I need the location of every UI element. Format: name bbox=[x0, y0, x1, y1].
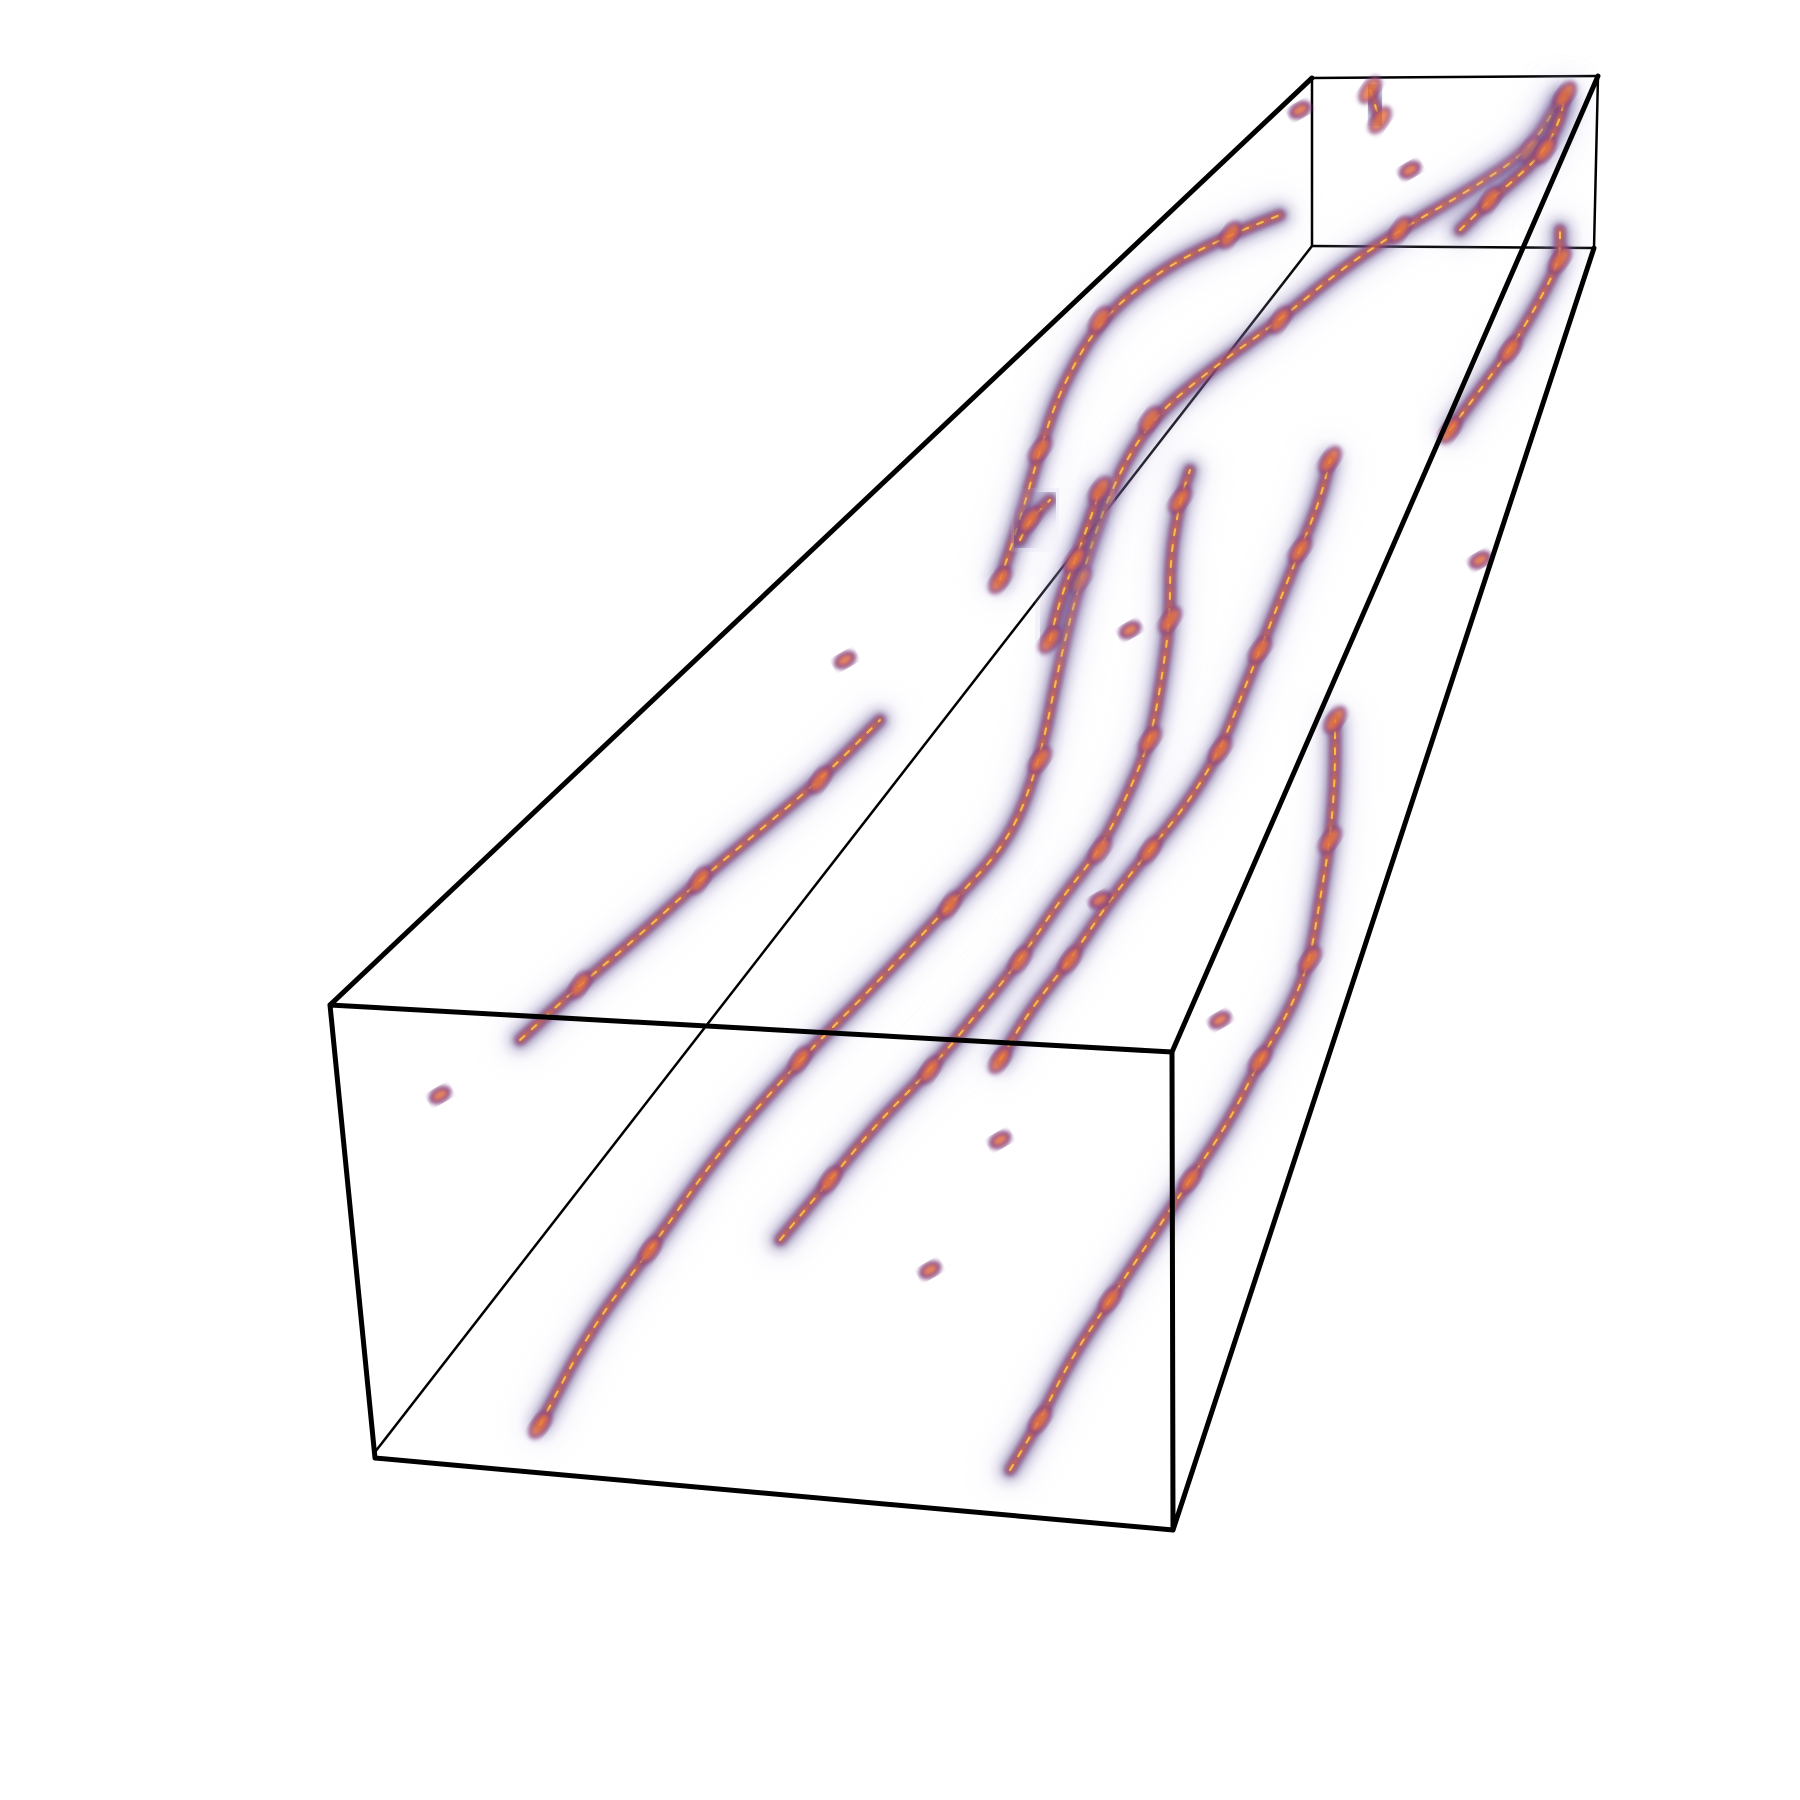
inner-edge-bottom-left bbox=[374, 245, 1313, 1453]
track-center-zigzag-blob bbox=[1168, 486, 1192, 514]
track-center-zigzag-blob bbox=[1088, 836, 1112, 864]
track-right-lower bbox=[993, 703, 1352, 1487]
track-top-right-layer-4 bbox=[1459, 94, 1566, 231]
track-inner-thin-blob bbox=[1088, 476, 1112, 504]
edge-right-top bbox=[1169, 73, 1601, 1055]
track-left-long-blob bbox=[1268, 306, 1292, 334]
track-right-lower-layer-4 bbox=[1009, 719, 1336, 1471]
track-left-long bbox=[523, 83, 1577, 1442]
isolated-hit bbox=[918, 1260, 942, 1280]
track-mid-strong-blob bbox=[1318, 446, 1342, 474]
track-inner-thin-blob bbox=[1038, 626, 1062, 654]
track-center-zigzag bbox=[763, 453, 1207, 1257]
track-small-top-blob bbox=[1368, 106, 1392, 134]
track-mid-strong bbox=[983, 443, 1347, 1077]
track-upper-arc-blob bbox=[988, 566, 1012, 594]
track-small-top bbox=[1353, 73, 1397, 137]
isolated-hit bbox=[833, 650, 857, 670]
track-left-dashed-layer-3 bbox=[517, 717, 883, 1043]
track-mid-strong-blob bbox=[1058, 946, 1082, 974]
track-center-zigzag-blob bbox=[918, 1056, 942, 1084]
track-right-lower-blob bbox=[1318, 826, 1342, 854]
track-right-lower-blob bbox=[1248, 1046, 1272, 1074]
track-left-long-blob bbox=[938, 891, 962, 919]
isolated-hit bbox=[1288, 100, 1312, 120]
track-inner-thin bbox=[1033, 473, 1117, 657]
track-left-long-blob bbox=[788, 1046, 812, 1074]
track-top-right-blob bbox=[1533, 136, 1557, 164]
front-face bbox=[327, 1002, 1176, 1533]
track-mid-strong-layer-4 bbox=[999, 459, 1331, 1061]
track-center-zigzag-blob bbox=[1008, 946, 1032, 974]
track-upper-arc-layer-4 bbox=[999, 214, 1281, 581]
track-upper-arc-blob bbox=[1028, 436, 1052, 464]
isolated-hit bbox=[1208, 1010, 1232, 1030]
track-far-right-layer-4 bbox=[1449, 229, 1561, 431]
edge-right-bottom bbox=[1170, 245, 1597, 1533]
track-far-right-blob bbox=[1548, 246, 1572, 274]
track-right-lower-blob bbox=[1098, 1286, 1122, 1314]
track-far-right-blob bbox=[1498, 336, 1522, 364]
track-right-lower-blob bbox=[1178, 1166, 1202, 1194]
isolated-hit bbox=[1468, 550, 1492, 570]
track-left-long-blob bbox=[1388, 216, 1412, 244]
track-top-right-blob bbox=[1553, 81, 1577, 109]
box-back-edges bbox=[374, 74, 1600, 1453]
track-mid-strong-blob bbox=[1138, 836, 1162, 864]
track-mid-strong-blob bbox=[1248, 636, 1272, 664]
track-far-right bbox=[1433, 213, 1577, 447]
track-upper-arc-blob bbox=[1218, 221, 1242, 249]
track-top-right-blob bbox=[1478, 186, 1502, 214]
track-left-long-blob bbox=[1028, 746, 1052, 774]
isolated-hit bbox=[1398, 160, 1422, 180]
isolated-hit bbox=[428, 1085, 452, 1105]
isolated-hit bbox=[1088, 890, 1112, 910]
track-center-zigzag-blob bbox=[818, 1166, 842, 1194]
track-inner-thin-blob bbox=[1063, 546, 1087, 574]
track-upper-arc-blob bbox=[1088, 306, 1112, 334]
track-mid-strong-blob bbox=[988, 1046, 1012, 1074]
track-small-left-blob bbox=[1018, 506, 1042, 534]
back-edge-top bbox=[1311, 74, 1599, 80]
track-mid-strong-blob bbox=[1208, 736, 1232, 764]
track-center-zigzag-blob bbox=[1138, 726, 1162, 754]
track-right-lower-blob bbox=[1298, 946, 1322, 974]
track-right-lower-blob bbox=[1028, 1406, 1052, 1434]
track-top-right bbox=[1443, 78, 1582, 247]
box-front-edges bbox=[327, 73, 1601, 1533]
track-left-dashed-blob bbox=[808, 766, 832, 794]
isolated-hit bbox=[988, 1130, 1012, 1150]
track-left-long-blob bbox=[638, 1236, 662, 1264]
track-left-long-layer-3 bbox=[537, 97, 1563, 1428]
track-left-long-blob bbox=[1138, 406, 1162, 434]
track-left-long-layer-0 bbox=[523, 83, 1577, 1442]
edge-top-left bbox=[327, 75, 1315, 1008]
track-right-lower-blob bbox=[1323, 706, 1347, 734]
track-left-long-blob bbox=[528, 1411, 552, 1439]
track-small-left bbox=[1003, 483, 1067, 557]
track-left-dashed-blob bbox=[688, 866, 712, 894]
isolated-hit bbox=[1118, 620, 1142, 640]
track-left-dashed-blob bbox=[568, 971, 592, 999]
track-mid-strong-blob bbox=[1288, 536, 1312, 564]
track-small-top-blob bbox=[1358, 76, 1382, 104]
track-left-dashed bbox=[503, 703, 897, 1057]
back-edge-right bbox=[1592, 75, 1600, 249]
track-center-zigzag-blob bbox=[1158, 606, 1182, 634]
particle-tracks bbox=[428, 73, 1582, 1487]
